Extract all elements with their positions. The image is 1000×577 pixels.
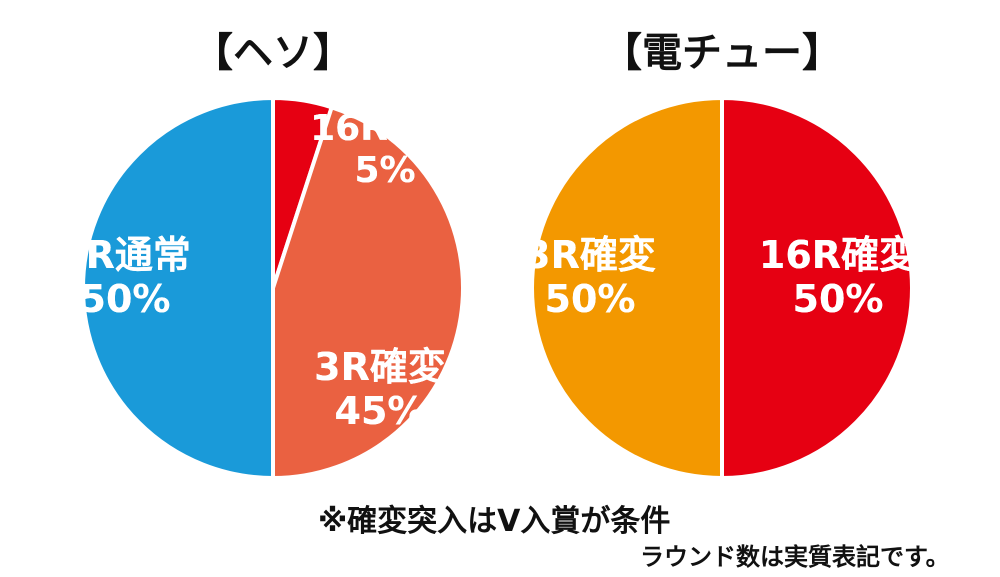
slice-label: 16R確変 [310,107,460,149]
slice-label: 16R確変 [759,233,917,277]
pie-slice [81,96,275,480]
denchu-title: 【電チュー】 [602,30,842,76]
slice-label-outline: 3R確変 [314,345,446,389]
slice-percent-label: 50% [80,277,171,321]
slice-label-outline: 50% [80,277,171,321]
round-count-note: ラウンド数は実質表記です。 [640,543,950,571]
slice-label: 3R確変 [524,233,656,277]
slice-label-outline: 50% [793,277,884,321]
slice-label-outline: 50% [545,277,636,321]
slice-label-outline: 3R確変 [524,233,656,277]
slice-label: 3R通常 [59,233,191,277]
slice-label: 3R確変 [314,345,446,389]
pie-slice [530,96,724,480]
slice-percent-label: 5% [354,150,415,191]
pie-slice [720,96,914,480]
slice-label-outline: 16R確変 [310,107,460,149]
pie-slice [271,105,465,480]
slice-percent-label: 45% [335,389,426,433]
v-entry-condition-note: ※確変突入はV入賞が条件 [318,504,671,539]
slice-percent-label: 50% [793,277,884,321]
slice-label-outline: 45% [335,389,426,433]
slice-label-outline: 16R確変 [759,233,917,277]
heso-title: 【ヘソ】 [193,30,353,76]
heso-pie: 16R確変16R確変5%5%3R確変3R確変45%45%3R通常3R通常50%5… [59,96,465,480]
slice-label-outline: 3R通常 [59,233,191,277]
slice-label-outline: 5% [354,150,415,191]
slice-percent-label: 50% [545,277,636,321]
